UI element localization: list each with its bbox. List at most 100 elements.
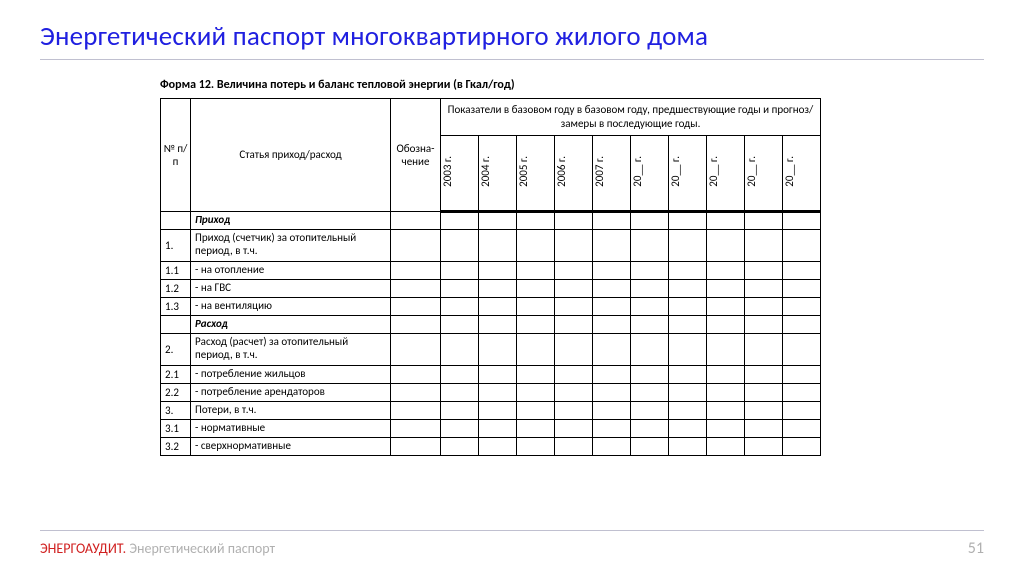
- table-row: 1.1- на отопление: [161, 261, 821, 279]
- cell-article: - потребление арендаторов: [191, 383, 391, 401]
- cell-num: 2.2: [161, 383, 191, 401]
- header-year: 20__ г.: [745, 135, 783, 211]
- header-year-label: 20__ г.: [707, 156, 744, 187]
- footer-sub: Энергетический паспорт: [126, 540, 275, 557]
- cell-year: [707, 383, 745, 401]
- cell-article: - сверхнормативные: [191, 437, 391, 455]
- cell-year: [441, 279, 479, 297]
- cell-oboz: [391, 383, 441, 401]
- cell-year: [707, 261, 745, 279]
- cell-year: [441, 419, 479, 437]
- cell-year: [669, 419, 707, 437]
- page-number: 51: [968, 539, 984, 558]
- header-year-label: 20__ г.: [669, 156, 706, 187]
- cell-num: 1.2: [161, 279, 191, 297]
- cell-article: Приход (счетчик) за отопительный период,…: [191, 229, 391, 261]
- cell-year: [555, 333, 593, 365]
- cell-oboz: [391, 261, 441, 279]
- cell-num: [161, 315, 191, 333]
- cell-year: [593, 419, 631, 437]
- footer-brand: ЭНЕРГОАУДИТ.: [40, 540, 126, 557]
- header-year-label: 2005 г.: [517, 156, 554, 187]
- cell-year: [517, 365, 555, 383]
- cell-year: [669, 229, 707, 261]
- cell-year: [593, 229, 631, 261]
- cell-year: [669, 315, 707, 333]
- cell-year: [441, 261, 479, 279]
- cell-year: [593, 437, 631, 455]
- cell-article: Потери, в т.ч.: [191, 401, 391, 419]
- cell-section-label: Расход: [191, 315, 391, 333]
- cell-year: [707, 279, 745, 297]
- cell-year: [479, 437, 517, 455]
- cell-year: [555, 229, 593, 261]
- cell-year: [555, 297, 593, 315]
- footer-left: ЭНЕРГОАУДИТ. Энергетический паспорт: [40, 540, 275, 557]
- cell-article: Расход (расчет) за отопительный период, …: [191, 333, 391, 365]
- header-year: 20__ г.: [669, 135, 707, 211]
- cell-year: [707, 437, 745, 455]
- header-year-label: 2003 г.: [441, 156, 478, 187]
- header-year: 2005 г.: [517, 135, 555, 211]
- table-row: Расход: [161, 315, 821, 333]
- cell-num: 1.: [161, 229, 191, 261]
- cell-year: [669, 401, 707, 419]
- cell-year: [517, 229, 555, 261]
- cell-num: 2.1: [161, 365, 191, 383]
- cell-year: [783, 333, 821, 365]
- energy-table: № п/п Статья приход/расход Обозна-чение …: [160, 98, 821, 456]
- footer: ЭНЕРГОАУДИТ. Энергетический паспорт 51: [40, 530, 984, 558]
- cell-year: [593, 333, 631, 365]
- table-row: 3.2- сверхнормативные: [161, 437, 821, 455]
- cell-year: [555, 315, 593, 333]
- cell-year: [783, 401, 821, 419]
- cell-year: [479, 401, 517, 419]
- table-row: 2.Расход (расчет) за отопительный период…: [161, 333, 821, 365]
- cell-year: [593, 401, 631, 419]
- cell-year: [593, 315, 631, 333]
- cell-year: [479, 383, 517, 401]
- cell-year: [555, 401, 593, 419]
- cell-year: [479, 229, 517, 261]
- cell-year: [707, 297, 745, 315]
- cell-year: [555, 419, 593, 437]
- form-caption: Форма 12. Величина потерь и баланс тепло…: [160, 78, 984, 92]
- cell-year: [631, 365, 669, 383]
- cell-section-label: Приход: [191, 211, 391, 229]
- cell-article: - на отопление: [191, 261, 391, 279]
- cell-year: [783, 261, 821, 279]
- cell-year: [517, 261, 555, 279]
- cell-year: [707, 229, 745, 261]
- table-row: 2.2- потребление арендаторов: [161, 383, 821, 401]
- cell-year: [707, 333, 745, 365]
- cell-oboz: [391, 279, 441, 297]
- table-header: № п/п Статья приход/расход Обозна-чение …: [161, 99, 821, 212]
- cell-year: [631, 229, 669, 261]
- cell-year: [517, 419, 555, 437]
- cell-year: [745, 419, 783, 437]
- table-body: Приход1.Приход (счетчик) за отопительный…: [161, 211, 821, 455]
- cell-year: [479, 279, 517, 297]
- cell-year: [441, 315, 479, 333]
- cell-year: [745, 437, 783, 455]
- cell-year: [555, 383, 593, 401]
- cell-year: [669, 383, 707, 401]
- cell-year: [707, 365, 745, 383]
- table-row: 3.Потери, в т.ч.: [161, 401, 821, 419]
- cell-year: [479, 419, 517, 437]
- cell-year: [707, 211, 745, 229]
- header-year: 20__ г.: [707, 135, 745, 211]
- cell-year: [783, 297, 821, 315]
- cell-year: [517, 333, 555, 365]
- cell-year: [441, 437, 479, 455]
- cell-year: [593, 297, 631, 315]
- cell-article: - на вентиляцию: [191, 297, 391, 315]
- table-row: 2.1- потребление жильцов: [161, 365, 821, 383]
- cell-oboz: [391, 333, 441, 365]
- cell-year: [745, 229, 783, 261]
- cell-year: [593, 383, 631, 401]
- cell-year: [517, 279, 555, 297]
- cell-oboz: [391, 297, 441, 315]
- cell-year: [441, 365, 479, 383]
- header-year: 2004 г.: [479, 135, 517, 211]
